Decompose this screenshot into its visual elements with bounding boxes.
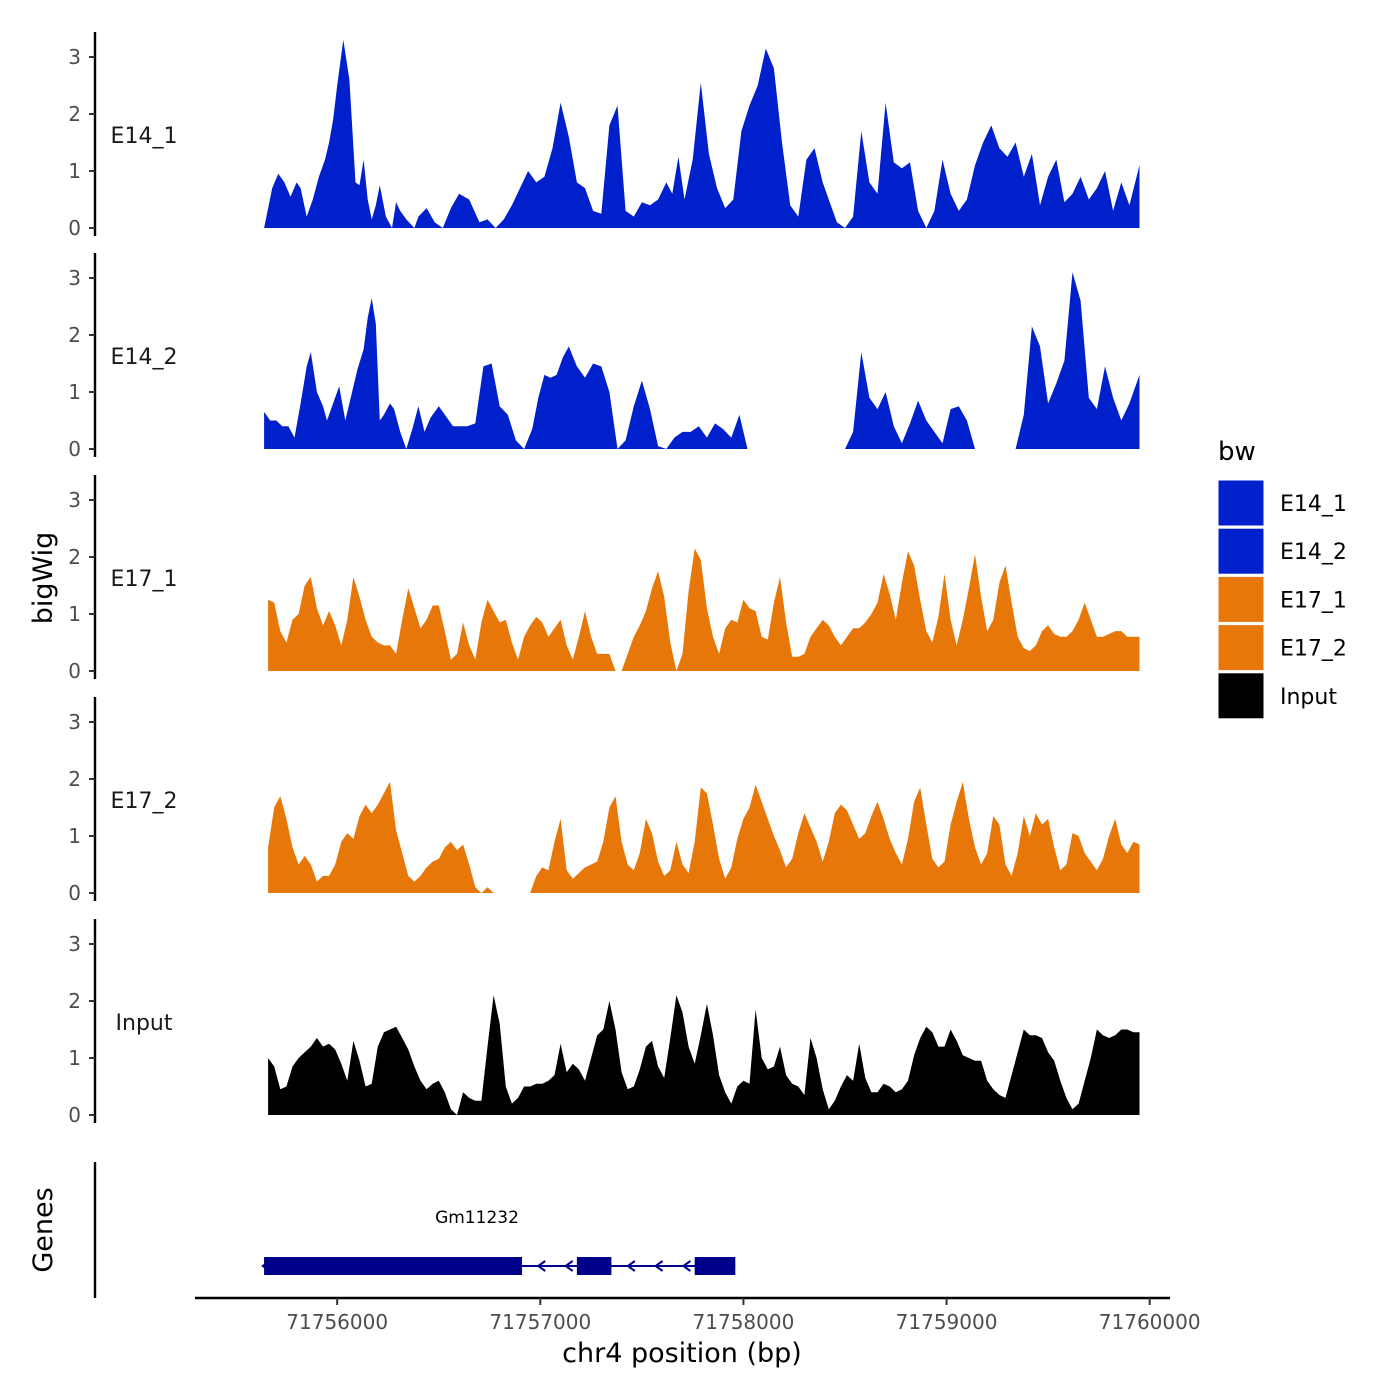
signal-area-E17_1 — [268, 548, 1140, 671]
legend-swatch-E14_2 — [1217, 527, 1265, 575]
y-tick-label-E17_1-0: 0 — [68, 659, 81, 683]
track-Input: 0 1 2 3 Input — [68, 919, 1140, 1127]
gene-name-label: Gm11232 — [435, 1208, 519, 1228]
signal-tracks: 0 1 2 3 E14_1 0 1 2 3 E14_2 0 1 2 3 E17_1 0 1 2 3 E17_2 0 1 2 3… — [68, 32, 1140, 1127]
track-label-E17_2: E17_2 — [111, 789, 178, 814]
legend-swatch-E14_1 — [1217, 479, 1265, 527]
legend-label-E17_2: E17_2 — [1280, 637, 1347, 662]
legend-title: bw — [1218, 437, 1256, 467]
track-E14_2: 0 1 2 3 E14_2 — [68, 253, 1140, 461]
y-tick-label-Input-2: 2 — [68, 989, 81, 1013]
legend: bw E14_1 E14_2 E17_1 E17_2 Input — [1217, 437, 1347, 720]
y-tick-label-E14_2-2: 2 — [68, 323, 81, 347]
y-tick-label-E17_2-0: 0 — [68, 881, 81, 905]
y-tick-label-E14_2-3: 3 — [68, 266, 81, 290]
legend-swatch-E17_1 — [1217, 575, 1265, 623]
x-tick-label-71758000: 71758000 — [693, 1310, 795, 1334]
track-E17_1: 0 1 2 3 E17_1 — [68, 475, 1140, 683]
y-axis-title: bigWig — [28, 532, 59, 625]
genes-track-title: Genes — [28, 1187, 59, 1272]
strand-arrow-icon — [626, 1260, 636, 1272]
x-tick-label-71760000: 71760000 — [1099, 1310, 1201, 1334]
track-E17_2: 0 1 2 3 E17_2 — [68, 697, 1140, 905]
strand-arrow-icon — [563, 1260, 574, 1272]
legend-label-E14_1: E14_1 — [1280, 492, 1347, 517]
strand-arrow-icon — [653, 1260, 664, 1272]
signal-area-E14_1 — [264, 39, 1140, 229]
gene-exon-1 — [264, 1257, 523, 1275]
y-tick-label-E14_1-1: 1 — [68, 159, 81, 183]
strand-arrow-icon — [261, 1261, 269, 1271]
strand-arrow-icon — [681, 1260, 691, 1272]
legend-label-E17_1: E17_1 — [1280, 588, 1347, 613]
track-label-E14_2: E14_2 — [111, 345, 178, 370]
gene-track: Genes Gm11232 — [28, 1162, 736, 1298]
x-tick-label-71759000: 71759000 — [896, 1310, 998, 1334]
y-tick-label-E17_2-2: 2 — [68, 767, 81, 791]
y-tick-label-Input-1: 1 — [68, 1046, 81, 1070]
y-tick-label-E17_2-1: 1 — [68, 824, 81, 848]
signal-area-E17_2 — [268, 781, 1140, 893]
y-tick-label-E17_1-2: 2 — [68, 545, 81, 569]
gene-exon-3 — [694, 1257, 736, 1275]
y-tick-label-E14_1-2: 2 — [68, 102, 81, 126]
y-tick-label-E17_1-3: 3 — [68, 488, 81, 512]
x-axis: chr4 position (bp) 71756000 71757000 71758… — [195, 1296, 1201, 1369]
track-label-E14_1: E14_1 — [111, 124, 178, 149]
x-axis-title: chr4 position (bp) — [562, 1338, 802, 1369]
strand-arrow-icon — [536, 1260, 546, 1272]
legend-label-Input: Input — [1280, 685, 1337, 710]
track-E14_1: 0 1 2 3 E14_1 — [68, 32, 1140, 240]
y-tick-label-E17_1-1: 1 — [68, 602, 81, 626]
legend-label-E14_2: E14_2 — [1280, 540, 1347, 565]
track-label-E17_1: E17_1 — [111, 567, 178, 592]
x-tick-label-71756000: 71756000 — [286, 1310, 388, 1334]
gene-exon-2 — [576, 1257, 612, 1275]
signal-area-E14_2 — [264, 272, 1140, 449]
y-tick-label-Input-3: 3 — [68, 932, 81, 956]
legend-swatch-E17_2 — [1217, 624, 1265, 672]
y-tick-label-E14_2-0: 0 — [68, 437, 81, 461]
y-tick-label-E17_2-3: 3 — [68, 710, 81, 734]
y-tick-label-Input-0: 0 — [68, 1103, 81, 1127]
y-tick-label-E14_1-3: 3 — [68, 45, 81, 69]
legend-swatch-Input — [1217, 672, 1265, 720]
y-tick-label-E14_2-1: 1 — [68, 380, 81, 404]
x-tick-label-71757000: 71757000 — [489, 1310, 591, 1334]
signal-area-Input — [268, 995, 1140, 1115]
track-label-Input: Input — [116, 1011, 173, 1036]
y-tick-label-E14_1-0: 0 — [68, 216, 81, 240]
